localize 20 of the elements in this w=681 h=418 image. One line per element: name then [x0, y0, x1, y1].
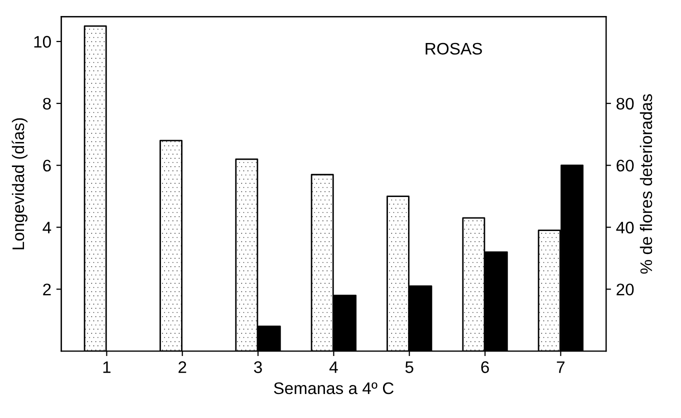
x-tick-label: 4 [329, 361, 338, 373]
x-tick-label: 5 [405, 361, 414, 374]
x-tick-label: 2 [178, 361, 186, 373]
y-tick-label: 8 [43, 98, 51, 110]
y2-tick-label: 20 [616, 284, 634, 296]
y-tick-label: 10 [34, 36, 51, 48]
x-tick-label: 3 [254, 361, 262, 374]
x-tick-label: 7 [556, 361, 564, 373]
y-axis-title: Longevidad (días) [12, 118, 28, 250]
y2-tick-label: 80 [616, 98, 634, 110]
y-tick-label: 6 [43, 160, 51, 172]
y2-tick-label: 60 [616, 160, 634, 172]
x-axis-title: Semanas a 4º C [274, 382, 394, 394]
y-tick-label: 2 [43, 284, 51, 296]
y-tick-label: 4 [42, 222, 52, 234]
y2-axis-title: % de flores deterioradas [640, 94, 652, 274]
y2-tick-label: 40 [616, 222, 634, 234]
x-tick-label: 1 [103, 361, 111, 373]
annotation: ROSAS [426, 42, 482, 55]
x-tick-label: 6 [481, 361, 489, 374]
